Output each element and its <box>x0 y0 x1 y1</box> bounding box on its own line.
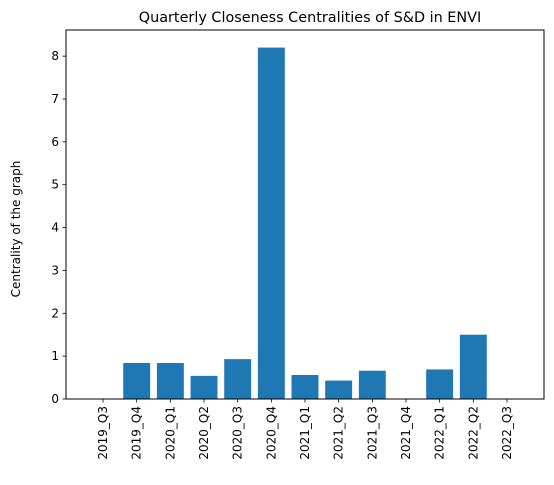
y-tick-label: 8 <box>51 49 59 63</box>
bar-2020-q1 <box>157 363 184 399</box>
bar-2020-q3 <box>224 359 251 399</box>
y-tick-label: 7 <box>51 92 59 106</box>
y-tick-label: 5 <box>51 178 59 192</box>
x-tick-label: 2021_Q4 <box>399 406 413 460</box>
x-tick-label: 2020_Q3 <box>231 406 245 460</box>
y-tick-label: 1 <box>51 349 59 363</box>
x-tick-label: 2021_Q3 <box>365 406 379 460</box>
x-tick-label: 2020_Q2 <box>197 406 211 460</box>
x-tick-label: 2020_Q4 <box>264 406 278 460</box>
x-tick-label: 2019_Q3 <box>96 406 110 460</box>
bar-2022-q2 <box>460 335 487 399</box>
bar-2021-q1 <box>292 375 319 399</box>
y-tick-label: 4 <box>51 221 59 235</box>
x-tick-label: 2019_Q4 <box>130 406 144 460</box>
x-tick-label: 2022_Q1 <box>433 406 447 460</box>
bar-2022-q1 <box>426 369 453 399</box>
y-tick-label: 2 <box>51 306 59 320</box>
bar-2021-q2 <box>325 381 352 399</box>
bar-2021-q3 <box>359 371 386 399</box>
bar-2020-q2 <box>191 376 218 399</box>
y-tick-label: 6 <box>51 135 59 149</box>
x-tick-label: 2021_Q2 <box>332 406 346 460</box>
x-tick-label: 2022_Q3 <box>500 406 514 460</box>
bar-2019-q4 <box>123 363 150 399</box>
bar-2020-q4 <box>258 48 285 399</box>
chart-title: Quarterly Closeness Centralities of S&D … <box>139 10 482 26</box>
y-axis-label: Centrality of the graph <box>9 161 23 298</box>
x-tick-label: 2020_Q1 <box>163 406 177 460</box>
y-tick-label: 3 <box>51 263 59 277</box>
x-tick-label: 2022_Q2 <box>466 406 480 460</box>
y-tick-label: 0 <box>51 392 59 406</box>
x-tick-label: 2021_Q1 <box>298 406 312 460</box>
